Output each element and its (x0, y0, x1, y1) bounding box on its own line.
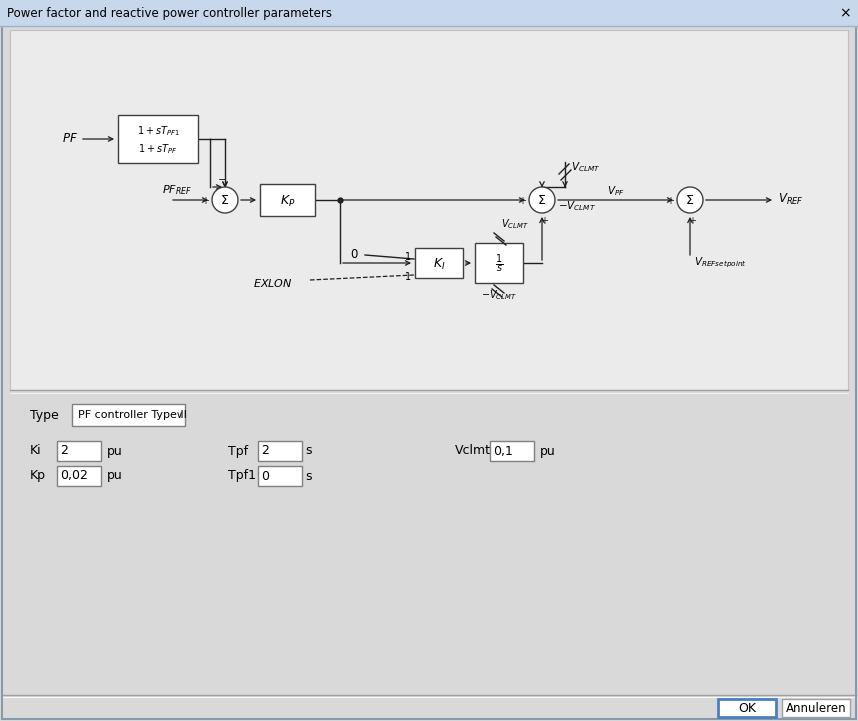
Text: pu: pu (107, 469, 123, 482)
Text: $V_{CLMT}$: $V_{CLMT}$ (501, 217, 529, 231)
Text: ∨: ∨ (175, 410, 183, 420)
Text: Kp: Kp (30, 469, 46, 482)
Bar (57, 441, 101, 461)
Text: $\frac{1}{s}$: $\frac{1}{s}$ (495, 252, 503, 275)
Text: $\Sigma$: $\Sigma$ (537, 195, 547, 208)
Text: 1: 1 (405, 252, 411, 262)
Text: $1+sT_{PF}$: $1+sT_{PF}$ (138, 142, 178, 156)
Bar (72, 404, 185, 426)
Text: $-V_{CLMT}$: $-V_{CLMT}$ (558, 199, 596, 213)
Text: $\Sigma$: $\Sigma$ (221, 195, 230, 208)
Text: Annuleren: Annuleren (786, 702, 846, 715)
Text: s: s (305, 445, 311, 458)
Bar (258, 441, 302, 461)
Text: $K_I$: $K_I$ (432, 257, 445, 272)
Text: +: + (688, 216, 696, 226)
Bar (490, 441, 534, 461)
Text: $V_{REF setpoint}$: $V_{REF setpoint}$ (694, 256, 746, 270)
Text: ×: × (839, 6, 851, 20)
Bar (10, 30, 848, 390)
Text: Type: Type (30, 409, 58, 422)
Circle shape (212, 187, 238, 213)
Text: Tpf: Tpf (228, 445, 248, 458)
Text: PF controller Type II: PF controller Type II (78, 410, 187, 420)
Text: 2: 2 (60, 445, 68, 458)
Text: $PF_{REF}$: $PF_{REF}$ (162, 183, 192, 197)
Bar (415, 248, 463, 278)
Bar (0, 0, 858, 26)
Text: 0,02: 0,02 (60, 469, 88, 482)
Bar (718, 699, 776, 717)
Text: 2: 2 (261, 445, 269, 458)
Text: 0: 0 (351, 249, 358, 262)
Text: 0: 0 (261, 469, 269, 482)
Bar (118, 115, 198, 163)
Text: pu: pu (540, 445, 556, 458)
Circle shape (529, 187, 555, 213)
Text: $V_{REF}$: $V_{REF}$ (778, 192, 804, 206)
Text: 1: 1 (405, 272, 411, 282)
Text: Power factor and reactive power controller parameters: Power factor and reactive power controll… (7, 6, 332, 19)
Text: +: + (201, 196, 209, 206)
Text: $1+sT_{PF1}$: $1+sT_{PF1}$ (136, 124, 179, 138)
Text: $EXLON$: $EXLON$ (253, 277, 293, 289)
Text: −: − (218, 175, 227, 185)
Text: Ki: Ki (30, 445, 42, 458)
Text: 0,1: 0,1 (493, 445, 513, 458)
Bar (782, 699, 850, 717)
Text: $PF$: $PF$ (62, 131, 78, 144)
Bar (475, 243, 523, 283)
Bar (258, 466, 302, 486)
Text: $-V_{CLMT}$: $-V_{CLMT}$ (481, 288, 517, 302)
Bar (57, 466, 101, 486)
Circle shape (677, 187, 703, 213)
Bar (260, 184, 315, 216)
Text: pu: pu (107, 445, 123, 458)
Bar (2, 695, 856, 719)
Bar (10, 393, 848, 713)
Text: $V_{PF}$: $V_{PF}$ (607, 184, 625, 198)
Text: +: + (518, 196, 526, 206)
Text: $V_{CLMT}$: $V_{CLMT}$ (571, 160, 601, 174)
Text: $\Sigma$: $\Sigma$ (686, 195, 695, 208)
Text: $K_P$: $K_P$ (280, 193, 295, 208)
Text: OK: OK (738, 702, 756, 715)
Text: s: s (305, 469, 311, 482)
Text: Vclmt: Vclmt (455, 445, 491, 458)
Text: +: + (666, 196, 674, 206)
Text: Tpf1: Tpf1 (228, 469, 256, 482)
Text: +: + (540, 216, 548, 226)
